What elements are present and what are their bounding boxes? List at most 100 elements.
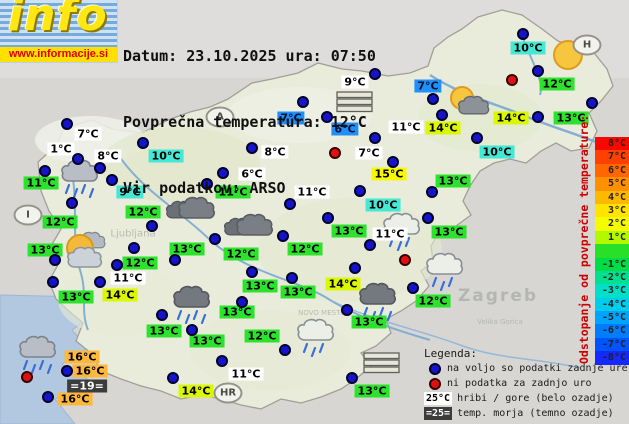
scale-band: -3°C	[595, 284, 629, 298]
temp-label: 13°C	[280, 285, 316, 299]
temp-label: 13°C	[146, 324, 182, 338]
temp-label: 13°C	[219, 305, 255, 319]
station-dot-blue	[156, 309, 168, 321]
temp-label: 16°C	[57, 392, 93, 406]
scale-band: -5°C	[595, 311, 629, 325]
header-source-line: Vir podatkov: ARSO	[123, 179, 286, 197]
temp-label: 10°C	[510, 41, 546, 55]
blue-dot-icon	[429, 362, 441, 375]
scale-band: -7°C	[595, 337, 629, 352]
station-dot-blue	[369, 132, 381, 144]
station-dot-blue	[106, 174, 118, 186]
scale-band: -2°C	[595, 270, 629, 285]
station-dot-blue	[246, 142, 258, 154]
station-dot-blue	[236, 296, 248, 308]
station-dot-blue	[111, 259, 123, 271]
station-dot-blue	[167, 372, 179, 384]
scale-band	[595, 244, 629, 258]
map-header: Datum: 23.10.2025 ura: 07:50 Povprečna t…	[123, 1, 376, 243]
temp-label: 13°C	[354, 384, 390, 398]
info-logo[interactable]: info www.informacije.si	[0, 0, 117, 62]
temp-label: 7°C	[74, 127, 102, 141]
temp-label: 10°C	[148, 149, 184, 163]
temp-label: 13°C	[27, 243, 63, 257]
rain-cloud-icon	[15, 332, 61, 375]
temp-label: 7°C	[277, 111, 305, 125]
temp-label: 11°C	[388, 120, 424, 134]
station-dot-red	[329, 147, 341, 159]
legend-item: 25°C hribi / gore (belo ozadje)	[424, 391, 628, 406]
station-dot-blue	[186, 324, 198, 336]
station-dot-blue	[217, 167, 229, 179]
station-dot-blue	[277, 230, 289, 242]
scale-band: -1°C	[595, 257, 629, 271]
temp-label: 13°C	[189, 334, 225, 348]
sun-cloud-icon	[447, 85, 493, 121]
station-dot-blue	[61, 365, 73, 377]
station-dot-blue	[586, 97, 598, 109]
temp-label: 9°C	[116, 185, 144, 199]
station-dot-blue	[284, 198, 296, 210]
legend-item: ni podatka za zadnjo uro	[424, 376, 628, 391]
legend-items: na voljo so podatki zadnje ure ni podatka…	[424, 361, 628, 421]
station-dot-blue	[369, 68, 381, 80]
legend-title: Legenda:	[424, 347, 477, 360]
legend-item-text: na voljo so podatki zadnje ure	[447, 363, 628, 374]
scale-band: 3°C	[595, 203, 629, 218]
dark-rain-cloud-icon	[355, 279, 401, 322]
station-dot-blue	[532, 111, 544, 123]
station-dot-blue	[422, 212, 434, 224]
temp-label: 13°C	[351, 315, 387, 329]
temp-label: 9°C	[341, 75, 369, 89]
country-sign-hr: HR	[213, 382, 243, 404]
temp-label: 13°C	[58, 290, 94, 304]
temp-label: 12°C	[415, 294, 451, 308]
station-dot-blue	[321, 111, 333, 123]
temp-label: 13°C	[242, 279, 278, 293]
station-dot-red	[21, 371, 33, 383]
temp-label: 14°C	[102, 288, 138, 302]
scale-band: 5°C	[595, 177, 629, 191]
station-dot-blue	[427, 93, 439, 105]
temp-label: 11°C	[110, 271, 146, 285]
station-dot-blue	[322, 212, 334, 224]
station-dot-blue	[169, 254, 181, 266]
scale-band: -8°C	[595, 351, 629, 365]
light-rain-cloud-icon	[422, 249, 468, 292]
scale-band: -6°C	[595, 324, 629, 338]
temp-label: 16°C	[64, 350, 100, 364]
temp-label: 12°C	[42, 215, 78, 229]
temp-label: 11°C	[294, 185, 330, 199]
temp-label: 13°C	[431, 225, 467, 239]
temp-label: 7°C	[355, 146, 383, 160]
legend-item: =25= temp. morja (temno ozadje)	[424, 406, 628, 421]
temp-label: 11°C	[372, 227, 408, 241]
scale-band: 2°C	[595, 217, 629, 231]
mountain-temp-chip: 25°C	[424, 392, 453, 405]
station-dot-blue	[137, 137, 149, 149]
logo-url-link[interactable]: www.informacije.si	[0, 47, 117, 62]
legend-item-text: hribi / gore (belo ozadje)	[457, 393, 614, 404]
station-dot-blue	[471, 132, 483, 144]
city-label: NOVO MESTO	[298, 309, 346, 317]
station-dot-blue	[279, 344, 291, 356]
temp-label: 12°C	[539, 77, 575, 91]
station-dot-blue	[407, 282, 419, 294]
temp-label: 8°C	[261, 145, 289, 159]
temp-label: 11°C	[23, 176, 59, 190]
temp-label: =19=	[67, 379, 107, 393]
temp-label: 8°C	[94, 149, 122, 163]
rain-cloud-icon	[57, 156, 103, 199]
station-dot-blue	[47, 276, 59, 288]
station-dot-blue	[128, 242, 140, 254]
country-sign-h: H	[572, 34, 602, 56]
station-dot-blue	[354, 185, 366, 197]
city-label: Velika Gorica	[477, 318, 523, 326]
temp-label: 6°C	[238, 167, 266, 181]
logo-text: info	[8, 0, 108, 41]
temp-label: 15°C	[371, 167, 407, 181]
fog-icon	[362, 351, 402, 375]
temp-label: 14°C	[325, 277, 361, 291]
dark-rain-cloud-icon	[169, 282, 215, 325]
